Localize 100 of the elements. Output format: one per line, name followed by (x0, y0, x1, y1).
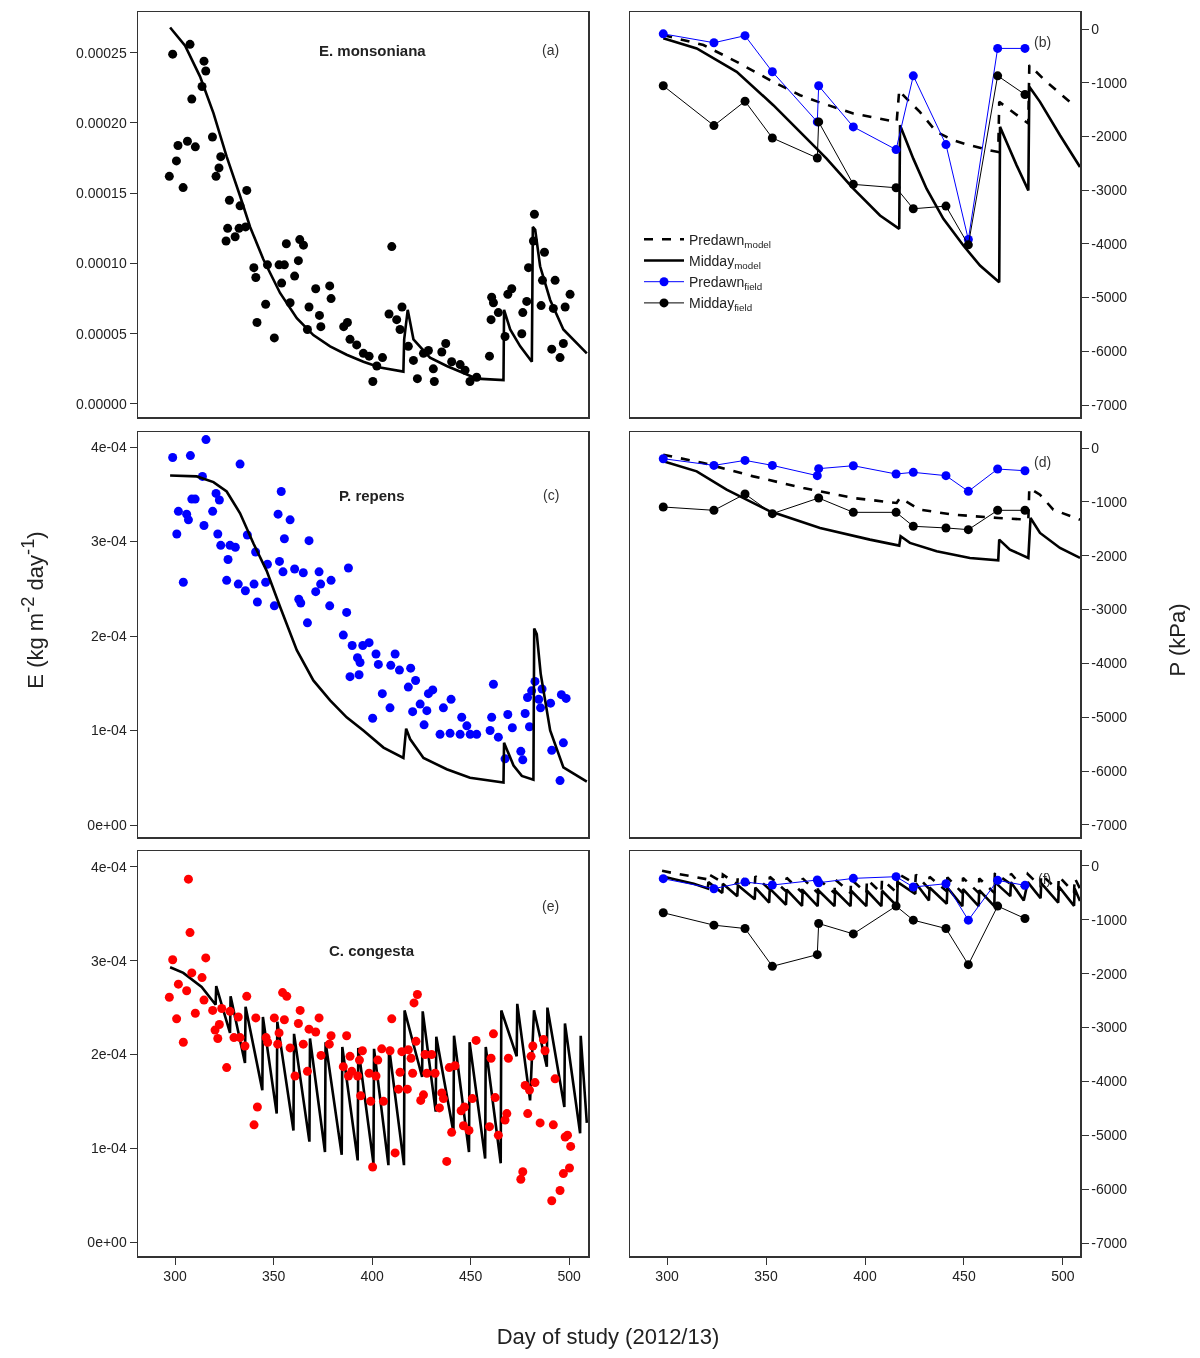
point (891, 507, 901, 517)
y-tick-label: 1e-04 (90, 1140, 127, 1157)
point (963, 525, 973, 535)
point (993, 901, 1003, 911)
y-tick-label: 0.00015 (76, 185, 127, 202)
x-tick-label: 300 (655, 1268, 679, 1285)
point (1020, 880, 1030, 890)
y-tick-label: -6000 (1091, 1181, 1128, 1198)
point (941, 471, 951, 481)
text: P. repens (339, 487, 405, 504)
x-axis-title: Day of study (2012/13) (496, 1324, 720, 1350)
y-tick-label: 0.00005 (76, 325, 127, 342)
legend-label: Midday$_{field}$ (689, 295, 753, 314)
y-tick-label: -4000 (1091, 655, 1128, 672)
point (658, 908, 668, 918)
y-tick-label: 0e+00 (87, 1233, 127, 1250)
annotation: (a) (542, 42, 560, 58)
point (1020, 466, 1030, 476)
point (891, 183, 901, 193)
point (709, 38, 719, 48)
point (848, 929, 858, 939)
point (658, 454, 668, 464)
point (848, 122, 858, 132)
point (767, 880, 777, 890)
point (941, 201, 951, 211)
point (767, 67, 777, 77)
y-tick-label: -6000 (1091, 763, 1128, 780)
point (891, 872, 901, 882)
x-tick-label: 350 (261, 1268, 286, 1285)
point (993, 71, 1003, 81)
point (908, 467, 918, 477)
x-tick-label: 300 (163, 1268, 187, 1285)
text: C. congesta (329, 942, 415, 959)
point (767, 961, 777, 971)
y-tick-label: 3e-04 (90, 952, 127, 969)
point (891, 901, 901, 911)
y-tick-label: 3e-04 (90, 533, 127, 550)
point (908, 521, 918, 531)
y-tick-label: -7000 (1091, 396, 1128, 413)
y-tick-label: -1000 (1091, 493, 1128, 510)
point (658, 502, 668, 512)
y-tick-label: -2000 (1091, 547, 1128, 564)
legend-label: Predawn$_{model}$ (689, 231, 771, 250)
annotation: (b) (1034, 34, 1052, 50)
point (908, 882, 918, 892)
legend-label: Midday$_{model}$ (689, 252, 761, 271)
x-tick-label: 400 (360, 1268, 384, 1285)
y-tick-label: -5000 (1091, 709, 1128, 726)
y-tick-label: 0.00020 (76, 114, 127, 131)
x-tick-label: 500 (1051, 1268, 1075, 1285)
point (963, 915, 973, 925)
point (709, 505, 719, 515)
point (1020, 505, 1030, 515)
point (740, 96, 750, 106)
legend-label: Predawn$_{field}$ (689, 274, 763, 293)
y-tick-label: -3000 (1091, 601, 1128, 618)
y-tick-label: -5000 (1091, 1127, 1128, 1144)
text: E. monsoniana (319, 42, 427, 59)
point (709, 884, 719, 894)
y-tick-label: 2e-04 (90, 627, 127, 644)
y-tick-label: -2000 (1091, 965, 1128, 982)
point (993, 505, 1003, 515)
annotation: (d) (1034, 454, 1052, 470)
y-tick-label: -4000 (1091, 235, 1128, 252)
point (814, 464, 824, 474)
point (658, 29, 668, 39)
y-tick-label: -7000 (1091, 816, 1128, 833)
point (993, 875, 1003, 885)
x-tick-label: 450 (952, 1268, 976, 1285)
point (812, 950, 822, 960)
y-tick-label: -3000 (1091, 1019, 1128, 1036)
y-axis-title: P (kPa) (1165, 603, 1191, 677)
point (1020, 913, 1030, 923)
y-tick-label: -3000 (1091, 182, 1128, 199)
y-tick-label: 1e-04 (90, 722, 127, 739)
y-tick-label: -1000 (1091, 74, 1128, 91)
point (963, 240, 973, 250)
y-tick-label: -2000 (1091, 128, 1128, 145)
point (1020, 43, 1030, 53)
point (812, 153, 822, 163)
point (709, 460, 719, 470)
point (740, 877, 750, 887)
point (941, 879, 951, 889)
point (891, 145, 901, 155)
y-tick-label: 0e+00 (87, 816, 127, 833)
point (740, 455, 750, 465)
point (814, 919, 824, 928)
y-tick-label: 0.00025 (76, 44, 127, 61)
y-tick-label: 0.00010 (76, 255, 127, 272)
x-tick-label: 350 (754, 1268, 778, 1285)
y-tick-label: -6000 (1091, 343, 1128, 360)
x-tick-label: 500 (557, 1268, 581, 1285)
x-tick-label: 450 (458, 1268, 483, 1285)
point (848, 873, 858, 883)
point (740, 489, 750, 499)
point (963, 960, 973, 970)
point (814, 493, 824, 503)
y-tick-label: -4000 (1091, 1073, 1128, 1090)
point (941, 140, 951, 150)
point (908, 204, 918, 214)
